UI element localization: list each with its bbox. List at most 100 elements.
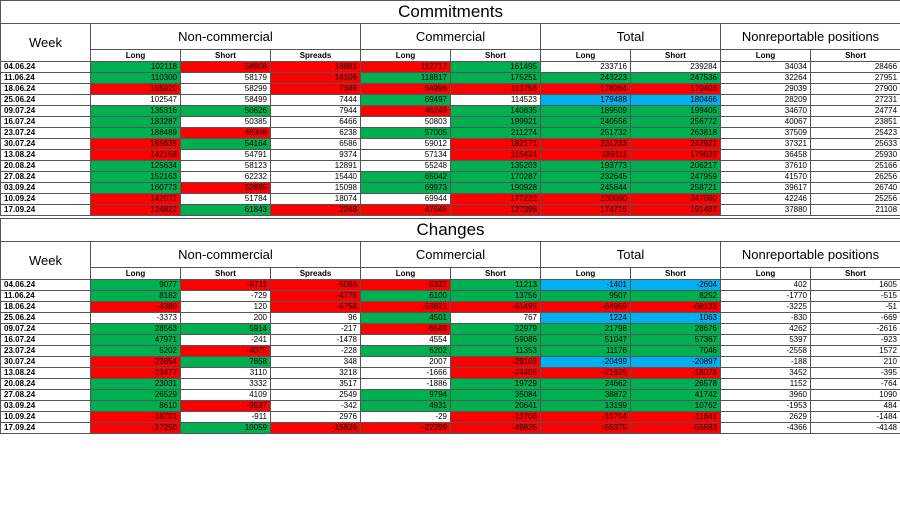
table-row: 17.09.24 -17250 10059 -15826 -22299 -49826 -55… xyxy=(0,422,900,434)
table-cell: 24774 xyxy=(809,105,900,117)
table-cell: -13706 xyxy=(450,411,541,423)
table-cell: -64959 xyxy=(540,301,631,313)
week-date: 18.06.24 xyxy=(0,301,91,313)
changes-table: Changes Week Non-commercial Commercial T… xyxy=(0,218,900,434)
table-cell: 9794 xyxy=(360,389,451,401)
table-cell: 27951 xyxy=(809,72,900,84)
table-cell: 242921 xyxy=(630,138,721,150)
table-row: 20.08.24 23031 3332 3517 -1886 19729 24662 2657… xyxy=(0,378,900,390)
table-cell: -49826 xyxy=(450,422,541,434)
table-cell: 179488 xyxy=(540,94,631,106)
table-cell: 50385 xyxy=(180,116,271,128)
table-cell: 9374 xyxy=(270,149,361,161)
table-cell: 188489 xyxy=(90,127,181,139)
table-cell: 13756 xyxy=(450,290,541,302)
table-cell: 6100 xyxy=(360,290,451,302)
table-cell: 55248 xyxy=(360,160,451,172)
table-cell: -22299 xyxy=(360,422,451,434)
table-cell: 180466 xyxy=(630,94,721,106)
table-cell: 28209 xyxy=(720,94,811,106)
group-total: Total xyxy=(540,241,721,268)
group-noncommercial: Non-commercial xyxy=(90,241,361,268)
table-cell: 25930 xyxy=(809,149,900,161)
commitments-title: Commitments xyxy=(0,0,900,24)
table-row: 03.09.24 160773 52695 15098 69973 190928 24584… xyxy=(0,182,900,194)
table-cell: 230090 xyxy=(540,193,631,205)
week-date: 13.08.24 xyxy=(0,367,91,379)
table-cell: 245844 xyxy=(540,182,631,194)
table-cell: 14106 xyxy=(270,72,361,84)
subheader: Long xyxy=(360,267,451,280)
subheader: Long xyxy=(720,49,811,62)
table-cell: -55593 xyxy=(630,422,721,434)
table-cell: 1090 xyxy=(810,389,900,401)
table-cell: -23477 xyxy=(90,367,181,379)
table-cell: -53821 xyxy=(360,301,451,313)
table-cell: 183287 xyxy=(90,116,181,128)
table-cell: 9507 xyxy=(540,290,631,302)
table-cell: 7046 xyxy=(630,345,721,357)
table-cell: -51 xyxy=(810,301,900,313)
table-cell: 37321 xyxy=(720,138,811,150)
table-cell: 179403 xyxy=(630,83,721,95)
subheader: Short xyxy=(180,267,271,280)
table-cell: 120 xyxy=(180,301,271,313)
table-cell: -342 xyxy=(270,400,361,412)
table-cell: 7444 xyxy=(270,94,361,106)
table-cell: 402 xyxy=(720,279,811,291)
table-cell: 210 xyxy=(810,356,900,368)
changes-title: Changes xyxy=(0,218,900,242)
table-cell: -4366 xyxy=(720,422,811,434)
table-cell: 51047 xyxy=(540,334,631,346)
table-cell: -8711 xyxy=(180,279,271,291)
table-cell: 1572 xyxy=(810,345,900,357)
group-nonreportable: Nonreportable positions xyxy=(719,23,900,50)
table-cell: -24406 xyxy=(450,367,541,379)
table-cell: 22979 xyxy=(450,323,541,335)
table-cell: 41570 xyxy=(720,171,811,183)
table-cell: 59012 xyxy=(360,138,451,150)
table-cell: 113756 xyxy=(450,83,541,95)
subheader: Short xyxy=(810,267,900,280)
week-date: 25.06.24 xyxy=(0,312,91,324)
subheader: Short xyxy=(450,267,541,280)
table-cell: 115424 xyxy=(450,149,541,161)
table-cell: 178264 xyxy=(540,83,631,95)
table-cell: 112717 xyxy=(360,61,451,73)
subheader: Short xyxy=(630,267,721,280)
subheader: Long xyxy=(360,49,451,62)
week-date: 17.09.24 xyxy=(0,204,91,216)
table-cell: -5332 xyxy=(360,279,451,291)
table-cell: 3452 xyxy=(720,367,811,379)
group-nonreportable: Nonreportable positions xyxy=(720,241,900,268)
table-cell: 25633 xyxy=(809,138,900,150)
subheader: Short xyxy=(450,49,541,62)
table-cell: 51784 xyxy=(180,193,271,205)
table-cell: 54791 xyxy=(180,149,271,161)
table-cell: 189111 xyxy=(540,149,631,161)
table-row: 18.06.24 -4380 120 -6758 -53821 -61495 -64959-… xyxy=(0,301,900,313)
table-cell: -241 xyxy=(180,334,271,346)
table-cell: 140835 xyxy=(450,105,541,117)
subheader: Long xyxy=(720,267,811,280)
table-cell: 239284 xyxy=(630,61,721,73)
table-cell: -923 xyxy=(810,334,900,346)
table-cell: 50803 xyxy=(360,116,451,128)
table-cell: 46249 xyxy=(360,105,451,117)
table-row: 04.06.24 102118 58908 18881 112717 161495 2337… xyxy=(0,61,900,73)
table-cell: 6202 xyxy=(360,345,451,357)
table-cell: 7348 xyxy=(270,83,361,95)
table-cell: 6238 xyxy=(270,127,361,139)
table-cell: -515 xyxy=(810,290,900,302)
table-cell: 170287 xyxy=(450,171,541,183)
table-cell: 57134 xyxy=(360,149,451,161)
week-date: 20.08.24 xyxy=(0,160,91,172)
commitments-table: Commitments Week Non-commercial Commerci… xyxy=(0,0,900,216)
table-cell: -15826 xyxy=(270,422,361,434)
table-cell: 200 xyxy=(180,312,271,324)
table-row: 16.07.24 183287 50385 6466 50803 199921 240556… xyxy=(0,116,900,128)
table-cell: 105920 xyxy=(90,83,181,95)
table-cell: 19729 xyxy=(450,378,541,390)
table-cell: 233716 xyxy=(540,61,631,73)
